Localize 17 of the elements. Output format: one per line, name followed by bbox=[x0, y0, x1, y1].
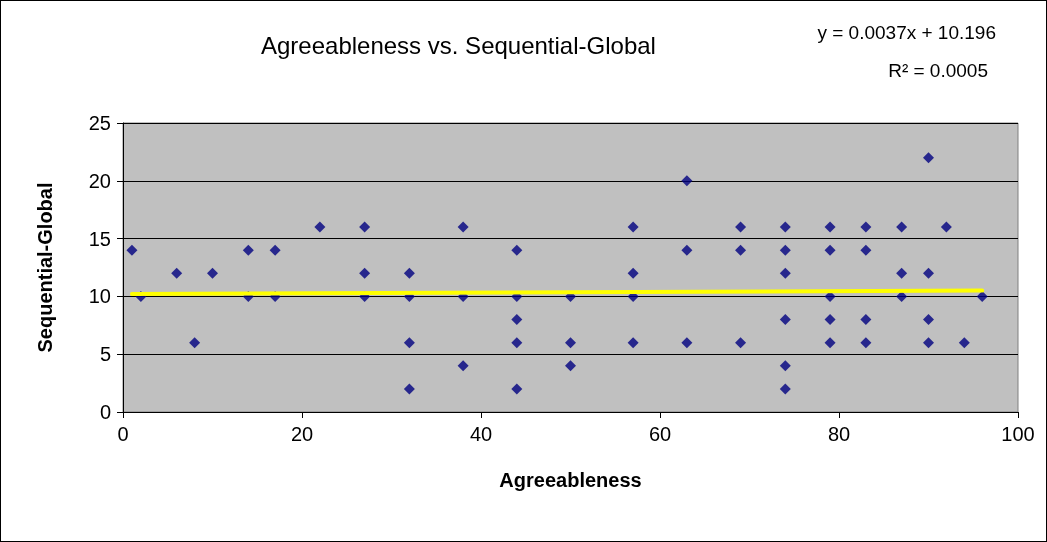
y-tick-label: 15 bbox=[88, 227, 111, 250]
x-tick-label: 60 bbox=[648, 423, 672, 445]
x-tick-label: 20 bbox=[290, 423, 314, 445]
x-tick-label: 80 bbox=[827, 423, 851, 445]
x-tick-label: 40 bbox=[469, 423, 493, 445]
chart-title: Agreeableness vs. Sequential-Global bbox=[261, 31, 656, 59]
x-axis-title: Agreeableness bbox=[499, 469, 642, 491]
y-axis-title: Sequential-Global bbox=[34, 182, 56, 353]
y-tick-label: 0 bbox=[99, 401, 111, 423]
x-tick-label: 0 bbox=[117, 423, 129, 445]
y-tick-label: 20 bbox=[88, 169, 111, 192]
x-tick-label: 100 bbox=[1001, 423, 1035, 445]
text: R² = 0.0005 bbox=[888, 60, 988, 81]
text: y = 0.0037x + 10.196 bbox=[817, 22, 996, 43]
y-tick-label: 5 bbox=[99, 343, 111, 366]
y-tick-label: 10 bbox=[88, 285, 111, 308]
y-tick-label: 25 bbox=[88, 112, 111, 134]
